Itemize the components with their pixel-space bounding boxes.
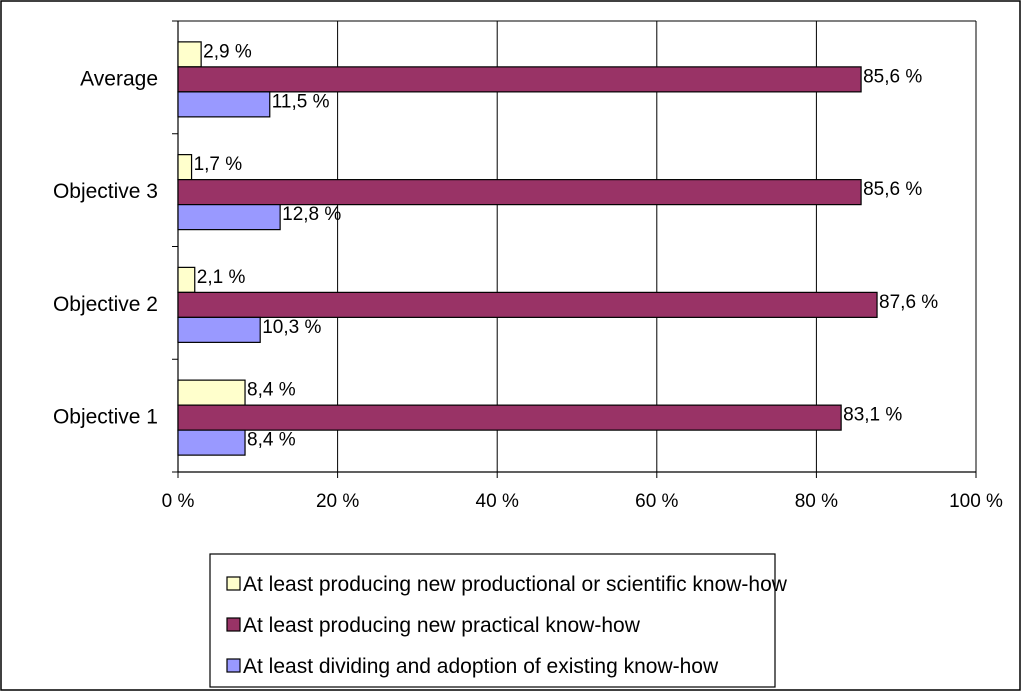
data-label: 8,4 % — [247, 430, 296, 451]
gridlines — [337, 21, 977, 472]
legend: At least producing new productional or s… — [209, 553, 788, 688]
x-tick-label: 100 % — [949, 491, 1003, 512]
x-tick-label: 80 % — [795, 491, 838, 512]
data-label: 2,9 % — [203, 41, 252, 62]
data-label: 2,1 % — [197, 267, 246, 288]
legend-entry: At least dividing and adoption of existi… — [243, 655, 719, 678]
bars — [177, 41, 878, 456]
bar — [177, 179, 862, 206]
bar — [177, 154, 193, 181]
legend-box — [209, 553, 776, 688]
x-tick-label: 40 % — [476, 491, 519, 512]
bar — [177, 291, 878, 318]
category-label: Objective 3 — [53, 180, 158, 203]
data-label: 83,1 % — [843, 405, 902, 426]
bar — [177, 316, 261, 343]
data-labels: 8,4 % 83,1 % 8,4 % 2,1 % 87,6 % 10,3 % 1,7 % 85… — [194, 41, 939, 450]
x-tick-label: 60 % — [635, 491, 678, 512]
data-label: 1,7 % — [194, 154, 243, 175]
data-label: 10,3 % — [262, 317, 321, 338]
bar — [177, 429, 246, 456]
bar — [177, 404, 842, 431]
x-tick-label: 0 % — [162, 491, 195, 512]
category-label: Objective 2 — [53, 293, 158, 316]
bar — [177, 266, 196, 293]
axes: 0 % 20 % 40 % 60 % 80 % 100 % Objective 1 Objec… — [53, 20, 1003, 512]
legend-swatch — [226, 576, 241, 591]
bar — [177, 66, 862, 93]
legend-entry: At least producing new practical know-ho… — [243, 614, 641, 637]
data-label: 8,4 % — [247, 380, 296, 401]
category-label: Objective 1 — [53, 406, 158, 429]
bar — [177, 379, 246, 406]
data-label: 11,5 % — [272, 91, 330, 112]
data-label: 87,6 % — [879, 292, 938, 313]
category-label: Average — [80, 67, 158, 90]
bar — [177, 204, 281, 231]
legend-swatch — [226, 658, 241, 673]
legend-entry: At least producing new productional or s… — [243, 573, 788, 596]
bar — [177, 41, 202, 68]
data-label: 85,6 % — [863, 179, 922, 200]
legend-swatch — [226, 617, 241, 632]
bar — [177, 91, 271, 118]
data-label: 12,8 % — [282, 204, 341, 225]
x-tick-label: 20 % — [316, 491, 359, 512]
data-label: 85,6 % — [863, 66, 922, 87]
